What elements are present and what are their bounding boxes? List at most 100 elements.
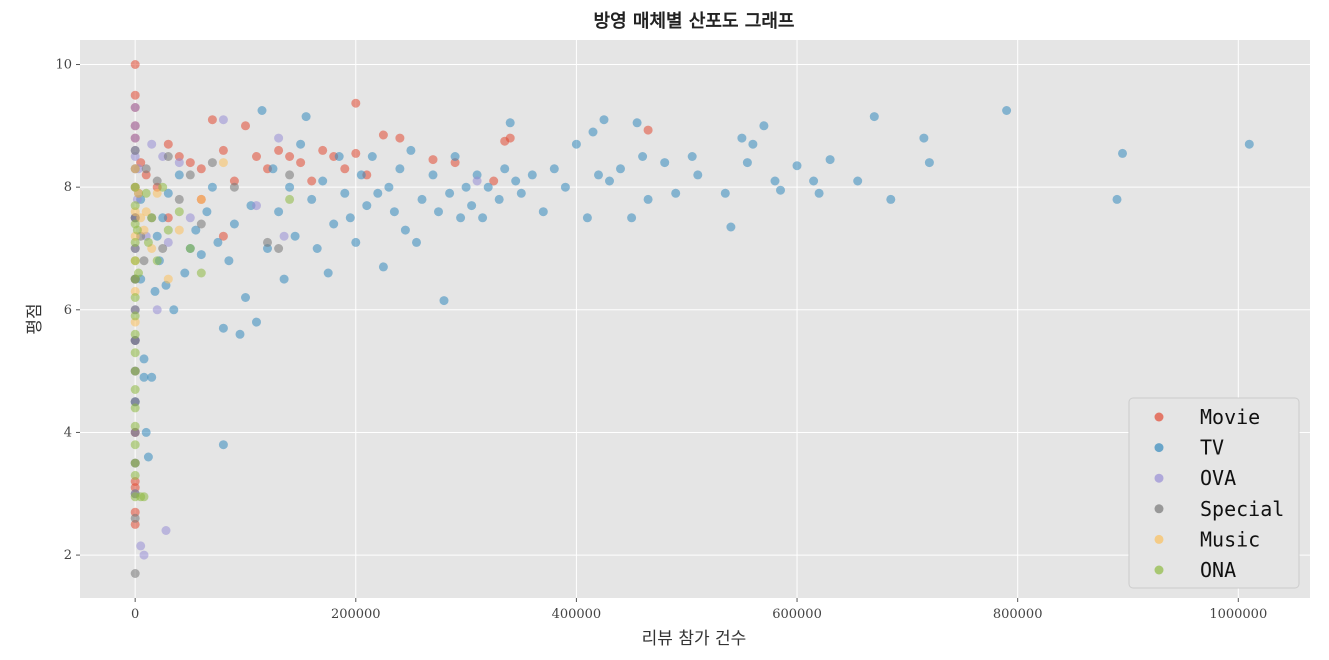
- data-point: [130, 60, 140, 69]
- data-point: [378, 262, 388, 272]
- x-axis-ticks: 0 200000 400000 600000 800000 1000000: [131, 598, 1267, 622]
- data-point: [185, 170, 195, 180]
- data-point: [318, 176, 328, 186]
- data-point: [638, 152, 648, 161]
- data-point: [825, 155, 835, 165]
- data-point: [252, 201, 261, 211]
- data-point: [141, 207, 151, 217]
- data-point: [263, 237, 272, 247]
- data-point: [671, 188, 681, 198]
- data-point: [472, 176, 482, 186]
- data-point: [384, 182, 394, 192]
- data-point: [147, 213, 157, 223]
- data-point: [241, 293, 250, 302]
- legend-label: OVA: [1200, 466, 1236, 490]
- data-point: [285, 170, 295, 180]
- data-point: [207, 158, 217, 168]
- grid-lines: [80, 40, 1310, 598]
- data-point: [367, 152, 377, 161]
- data-point: [505, 118, 515, 128]
- data-point: [588, 127, 598, 137]
- data-point: [158, 213, 168, 223]
- data-point: [218, 323, 228, 333]
- data-point: [139, 492, 149, 502]
- y-tick-label: 4: [64, 425, 72, 440]
- data-point: [307, 194, 317, 204]
- data-point: [174, 158, 184, 168]
- data-point: [307, 176, 317, 186]
- legend-marker: [1154, 504, 1164, 514]
- data-point: [130, 133, 140, 143]
- data-point: [776, 185, 785, 195]
- data-point: [130, 385, 140, 394]
- data-point: [130, 201, 140, 211]
- chart-title: 방영 매체별 산포도 그래프: [594, 11, 795, 32]
- data-point: [174, 170, 184, 180]
- y-axis-ticks: 2 4 6 8 10: [55, 58, 80, 563]
- data-point: [461, 182, 471, 192]
- data-point: [196, 194, 206, 204]
- data-point: [202, 207, 212, 217]
- data-point: [428, 155, 438, 165]
- data-point: [1118, 148, 1127, 158]
- legend-box: [1128, 397, 1300, 589]
- data-point: [139, 372, 149, 382]
- data-point: [218, 145, 228, 155]
- data-point: [494, 194, 504, 204]
- data-point: [323, 268, 333, 278]
- data-point: [571, 139, 581, 149]
- data-point: [218, 231, 228, 241]
- data-point: [389, 207, 399, 217]
- data-point: [290, 231, 300, 241]
- legend-marker: [1154, 412, 1164, 422]
- data-point: [130, 121, 140, 131]
- data-point: [185, 213, 195, 223]
- data-point: [351, 148, 361, 158]
- data-point: [169, 305, 179, 315]
- data-point: [759, 121, 769, 131]
- data-point: [130, 182, 140, 192]
- y-axis-label: 평점: [25, 303, 45, 334]
- data-point: [130, 458, 140, 468]
- data-point: [218, 440, 228, 450]
- data-point: [150, 286, 160, 296]
- data-point: [742, 158, 752, 168]
- data-point: [511, 176, 521, 186]
- data-point: [274, 145, 284, 155]
- data-point: [196, 250, 206, 260]
- data-point: [185, 244, 195, 253]
- data-point: [174, 225, 184, 235]
- data-point: [450, 152, 460, 161]
- data-point: [213, 237, 223, 247]
- data-point: [737, 133, 747, 143]
- data-point: [345, 213, 355, 223]
- series-ona: [130, 182, 295, 502]
- data-point: [161, 526, 171, 535]
- x-tick-label: 800000: [993, 607, 1043, 622]
- data-point: [395, 133, 405, 143]
- data-point: [853, 176, 863, 186]
- data-point: [560, 182, 570, 192]
- data-point: [500, 164, 510, 174]
- data-point: [356, 170, 366, 180]
- data-point: [351, 237, 361, 247]
- data-point: [207, 115, 217, 125]
- data-point: [139, 256, 149, 266]
- data-points: [130, 60, 1254, 578]
- data-point: [919, 133, 929, 143]
- data-point: [417, 194, 427, 204]
- data-point: [257, 106, 267, 115]
- data-point: [130, 164, 140, 174]
- data-point: [163, 188, 173, 198]
- data-point: [191, 225, 201, 235]
- data-point: [136, 213, 146, 223]
- data-point: [334, 152, 344, 161]
- data-point: [139, 225, 149, 235]
- data-point: [814, 188, 824, 198]
- data-point: [139, 550, 149, 560]
- data-point: [395, 164, 405, 174]
- data-point: [130, 569, 140, 578]
- data-point: [207, 182, 217, 192]
- data-point: [130, 90, 140, 100]
- data-point: [505, 133, 515, 143]
